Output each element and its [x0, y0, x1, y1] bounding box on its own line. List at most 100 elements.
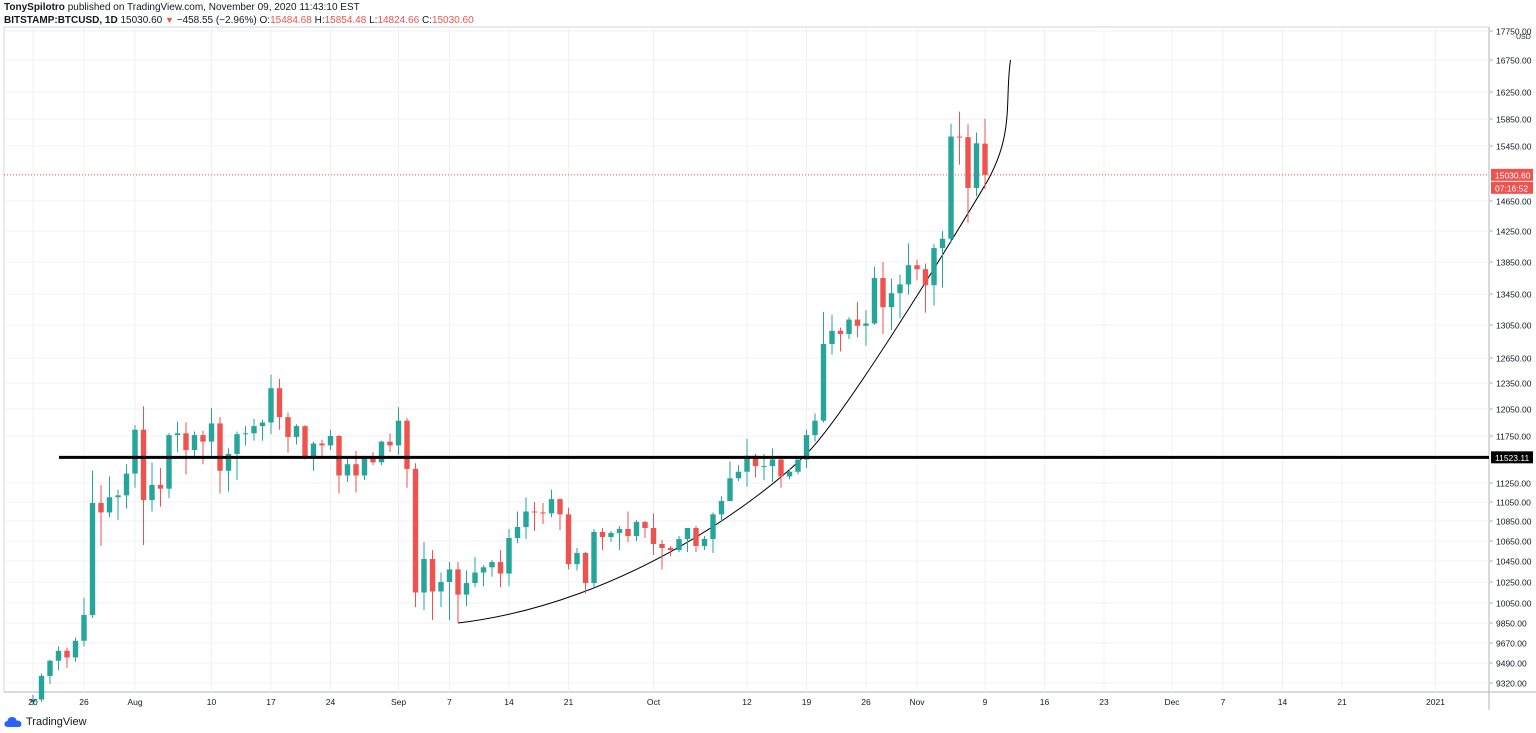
- price-tick-label: 11750.00: [1496, 432, 1531, 442]
- price-tick-label: 10450.00: [1496, 557, 1532, 567]
- time-tick-label: 14: [504, 697, 514, 707]
- grid-lines: [3, 26, 1536, 710]
- candle-body-down: [336, 436, 342, 476]
- publish-line: TonySpilotro published on TradingView.co…: [4, 2, 1484, 14]
- candle-body-down: [965, 137, 971, 188]
- candle-body-up: [327, 436, 334, 446]
- candle-body-down: [837, 330, 844, 335]
- price-tick-label: 14250.00: [1496, 227, 1532, 237]
- candle-body-up: [166, 435, 172, 489]
- price-tick-label: 14650.00: [1496, 197, 1532, 207]
- close-label: C:: [421, 15, 432, 26]
- parabolic-trend-curve: [457, 59, 1011, 624]
- open-value: 15484.68: [270, 15, 312, 26]
- candle-body-down: [387, 441, 393, 446]
- candle-body-up: [591, 532, 597, 584]
- price-tick-label: 11050.00: [1496, 498, 1531, 508]
- overlay-layer: 11523.11 15030.60 07:16:52: [4, 168, 1533, 464]
- candle-body-up: [676, 539, 682, 550]
- candle-body-down: [183, 433, 189, 451]
- price-change: −458.55 (−2.96%): [176, 15, 257, 26]
- time-tick-label: 2021: [1426, 697, 1445, 707]
- price-tick-label: 12350.00: [1496, 379, 1532, 389]
- author-name[interactable]: TonySpilotro: [4, 2, 65, 13]
- candle-body-down: [778, 459, 784, 477]
- candle-body-down: [217, 423, 223, 471]
- candle-body-down: [854, 319, 861, 326]
- candle-body-up: [506, 538, 512, 574]
- price-tick-label: 10250.00: [1496, 578, 1532, 588]
- candle-body-down: [404, 420, 410, 469]
- ohlc-values: O:15484.68 H:15854.48 L:14824.66 C:15030…: [260, 15, 474, 26]
- candle-body-down: [370, 457, 376, 463]
- candle-body-up: [616, 529, 623, 533]
- price-tick-label: 11250.00: [1496, 479, 1531, 489]
- time-axis: 20 26 Aug 10 17 24 Sep 7 14 21 Oct 12 19 26 Nov 9 16 23 De…: [28, 697, 1445, 707]
- candle-body-down: [497, 562, 504, 574]
- candle-body-up: [973, 143, 980, 188]
- candle-body-down: [302, 426, 308, 458]
- candle-body-up: [38, 675, 45, 700]
- price-tick-label: 17750.00: [1496, 27, 1532, 37]
- candle-body-down: [64, 650, 70, 658]
- candle-body-down: [582, 553, 589, 584]
- price-tick-label: 9850.00: [1496, 619, 1527, 629]
- candle-body-up: [939, 238, 946, 249]
- candle-body-up: [718, 501, 725, 515]
- tradingview-cloud-icon[interactable]: [4, 716, 22, 728]
- candle-body-down: [880, 278, 886, 308]
- candle-body-up: [871, 278, 878, 324]
- candle-body-down: [98, 502, 104, 513]
- candle-body-up: [846, 319, 852, 335]
- time-tick-label: 20: [28, 697, 38, 707]
- candle-body-up: [242, 433, 249, 435]
- current-price-label-bg: [1491, 168, 1533, 181]
- candle-body-down: [353, 464, 359, 476]
- candle-body-up: [820, 343, 827, 421]
- price-tick-label: 15450.00: [1496, 142, 1532, 152]
- candle-body-up: [744, 455, 750, 472]
- candle-body-up: [268, 388, 274, 423]
- candle-body-up: [888, 293, 895, 308]
- candle-body-down: [200, 435, 206, 442]
- bar-countdown-label: 07:16:52: [1495, 183, 1528, 193]
- candle-body-up: [769, 459, 776, 467]
- candle-body-up: [174, 433, 181, 436]
- footer: TradingView: [4, 714, 87, 730]
- time-tick-label: Dec: [1164, 697, 1180, 707]
- candle-body-up: [81, 615, 87, 641]
- low-label: L:: [369, 15, 378, 26]
- candle-body-down: [540, 512, 546, 514]
- time-tick-label: 7: [1221, 697, 1226, 707]
- symbol-name[interactable]: BITSTAMP:BTCUSD, 1D: [4, 15, 118, 26]
- symbol-line: BITSTAMP:BTCUSD, 1D 15030.60 ▼ −458.55 (…: [4, 14, 1484, 27]
- candle-body-up: [344, 464, 351, 476]
- candle-body-down: [752, 455, 759, 467]
- time-tick-label: 23: [1099, 697, 1109, 707]
- support-price-label: 11523.11: [1495, 453, 1529, 463]
- price-tick-label: 16250.00: [1496, 88, 1532, 98]
- candle-body-up: [574, 553, 580, 565]
- candle-body-down: [693, 528, 699, 546]
- candle-body-down: [982, 143, 988, 175]
- tradingview-logo-text[interactable]: TradingView: [26, 716, 87, 728]
- candle-body-down: [650, 528, 657, 544]
- candle-body-up: [548, 499, 555, 514]
- candle-body-up: [701, 539, 708, 546]
- candle-body-up: [463, 583, 470, 595]
- candle-body-up: [89, 502, 96, 615]
- candle-body-down: [285, 417, 291, 437]
- candle-body-up: [293, 426, 300, 437]
- candle-body-up: [446, 569, 453, 582]
- candle-body-up: [115, 495, 121, 498]
- candle-body-up: [472, 572, 478, 584]
- candle-body-up: [149, 484, 155, 501]
- down-arrow-icon: ▼: [164, 15, 174, 25]
- candle-body-up: [829, 330, 835, 344]
- time-tick-label: Nov: [909, 697, 925, 707]
- time-tick-label: Aug: [127, 697, 142, 707]
- candle-body-up: [361, 457, 368, 476]
- candle-body-up: [47, 660, 53, 676]
- candle-body-down: [956, 136, 963, 138]
